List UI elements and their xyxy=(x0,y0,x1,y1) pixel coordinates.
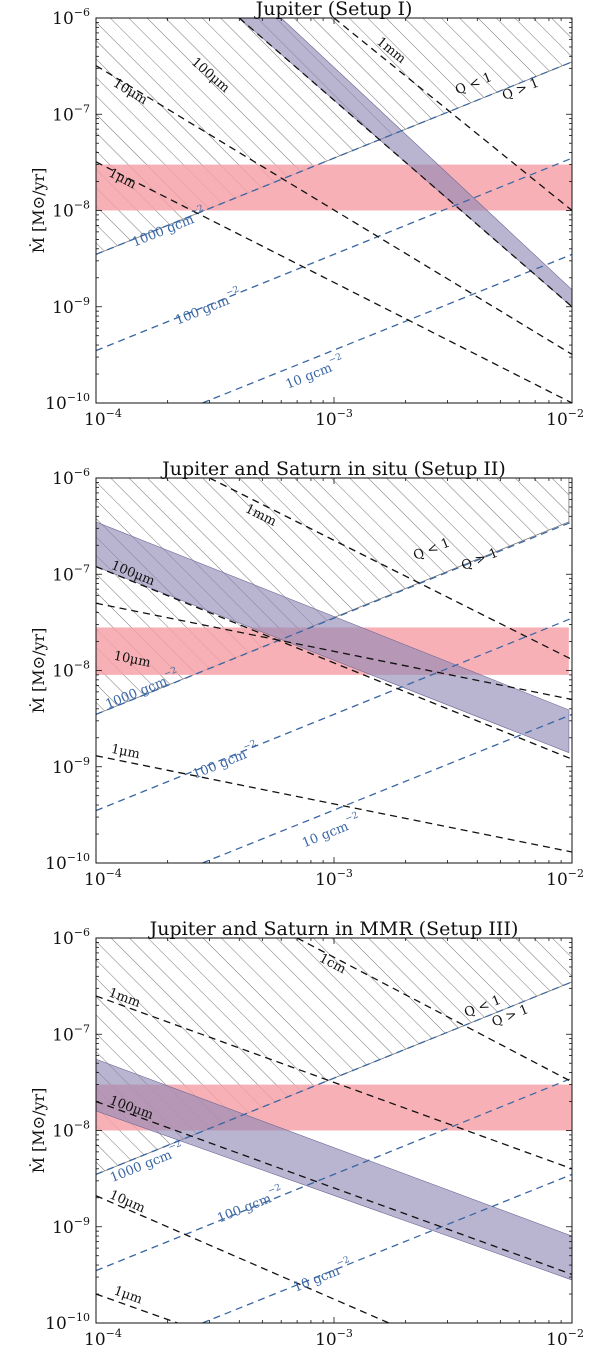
black-series-line-1 xyxy=(238,18,572,308)
black-series-line-3 xyxy=(96,1195,390,1323)
blue-series-line-2 xyxy=(202,253,572,403)
blue-series-line-1 xyxy=(96,157,572,352)
x-tick-label: 10−3 xyxy=(315,407,353,430)
y-tick-label: 10−6 xyxy=(52,466,90,489)
black-series-line-0 xyxy=(333,18,572,212)
black-series-line-2 xyxy=(96,1100,572,1275)
panel-title: Jupiter and Saturn in MMR (Setup III) xyxy=(148,918,519,940)
black-series-line-2 xyxy=(96,602,572,701)
blue-series-line-1 xyxy=(96,1077,572,1272)
y-tick-label: 10−7 xyxy=(52,562,90,585)
x-tick-label: 10−3 xyxy=(315,1327,353,1350)
blue-series-label-2: 10 gcm−2 xyxy=(299,810,364,851)
black-series-line-1 xyxy=(96,995,572,1170)
blue-series-label-1: 100 gcm−2 xyxy=(189,739,261,783)
plot-area xyxy=(96,478,572,863)
blue-series-label-1: 100 gcm−2 xyxy=(172,285,244,329)
x-tick-label: 10−2 xyxy=(546,407,584,430)
hatched-region-edge xyxy=(96,478,570,715)
x-tick-label: 10−3 xyxy=(315,867,353,890)
y-axis-label: Ṁ [M⊙/yr] xyxy=(28,168,48,254)
hatched-region xyxy=(96,938,572,1175)
blue-series-line-0 xyxy=(96,61,572,255)
black-series-line-2 xyxy=(96,65,572,355)
black-series-line-4 xyxy=(96,1293,178,1323)
y-tick-label: 10−9 xyxy=(52,1215,90,1238)
purple-band xyxy=(96,521,570,754)
y-tick-label: 10−9 xyxy=(52,295,90,318)
blue-series-line-0 xyxy=(96,521,572,715)
black-series-label-4: 1μm xyxy=(112,1284,144,1308)
plot-area xyxy=(96,938,572,1323)
blue-series-line-0 xyxy=(96,981,572,1175)
panel-title: Jupiter (Setup I) xyxy=(254,0,413,20)
x-tick-label: 10−4 xyxy=(84,1327,122,1350)
hatched-region xyxy=(96,18,572,255)
plot-area xyxy=(96,18,572,403)
black-series-line-3 xyxy=(96,755,572,853)
x-tick-label: 10−4 xyxy=(84,867,122,890)
black-series-line-0 xyxy=(209,478,572,661)
blue-series-line-1 xyxy=(96,617,572,812)
y-tick-label: 10−6 xyxy=(52,926,90,949)
black-series-line-3 xyxy=(96,161,572,403)
y-tick-label: 10−8 xyxy=(52,1119,90,1142)
y-axis-label: Ṁ [M⊙/yr] xyxy=(28,1088,48,1174)
x-tick-label: 10−4 xyxy=(84,407,122,430)
blue-series-line-2 xyxy=(202,713,572,863)
black-series-label-3: 10μm xyxy=(107,1188,147,1217)
y-tick-label: 10−10 xyxy=(45,851,90,874)
y-tick-label: 10−7 xyxy=(52,1022,90,1045)
black-series-label-3: 1μm xyxy=(110,742,141,762)
red-band xyxy=(96,164,572,211)
x-tick-label: 10−2 xyxy=(546,1327,584,1350)
blue-series-label-1: 100 gcm−2 xyxy=(214,1183,286,1227)
black-series-line-1 xyxy=(96,566,572,760)
y-tick-label: 10−10 xyxy=(45,1311,90,1334)
x-tick-label: 10−2 xyxy=(546,867,584,890)
y-tick-label: 10−7 xyxy=(52,102,90,125)
y-tick-label: 10−8 xyxy=(52,199,90,222)
y-axis-label: Ṁ [M⊙/yr] xyxy=(28,628,48,714)
panel-title: Jupiter and Saturn in situ (Setup II) xyxy=(160,458,506,480)
blue-series-line-2 xyxy=(202,1173,572,1323)
blue-series-label-2: 10 gcm−2 xyxy=(290,1255,355,1296)
y-tick-label: 10−10 xyxy=(45,391,90,414)
y-tick-label: 10−6 xyxy=(52,6,90,29)
y-tick-label: 10−8 xyxy=(52,659,90,682)
y-tick-label: 10−9 xyxy=(52,755,90,778)
purple-band xyxy=(96,1058,572,1281)
black-series-line-0 xyxy=(296,938,572,1083)
black-series-label-2: 10μm xyxy=(112,649,152,671)
